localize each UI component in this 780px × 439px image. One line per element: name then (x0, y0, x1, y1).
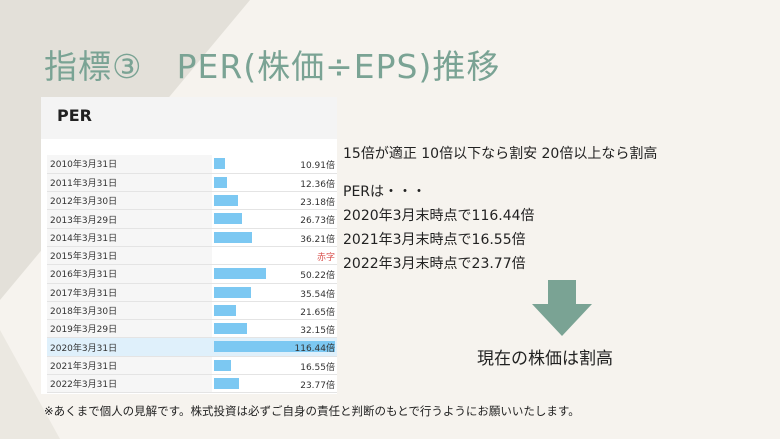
per-table-row: 2019年3月29日 32.15倍 (47, 319, 337, 339)
per-row-date: 2012年3月30日 (47, 191, 212, 211)
per-row-bar-cell: 21.65倍 (212, 301, 337, 321)
per-row-value: 23.77倍 (300, 381, 335, 392)
per-row-bar-cell: 10.91倍 (212, 155, 337, 174)
per-table-row: 2014年3月31日 36.21倍 (47, 228, 337, 247)
per-point-2021: 2021年3月末時点で16.55倍 (343, 232, 526, 248)
per-table-row: 2022年3月31日 23.77倍 (47, 374, 337, 394)
per-table-row: 2012年3月30日 23.18倍 (47, 191, 337, 211)
per-bar (214, 286, 251, 298)
per-table-row: 2015年3月31日 赤字 (47, 246, 337, 266)
per-bar (214, 176, 227, 188)
per-row-value: 26.73倍 (300, 216, 335, 227)
per-row-date: 2022年3月31日 (47, 374, 212, 394)
per-row-bar-cell: 116.44倍 (212, 337, 337, 357)
per-bar (214, 341, 335, 353)
conclusion-text: 現在の株価は割高 (477, 349, 613, 369)
per-bar (214, 158, 226, 169)
per-bar (214, 195, 239, 207)
per-point-2020: 2020年3月末時点で116.44倍 (343, 208, 535, 224)
per-row-date: 2021年3月31日 (47, 356, 212, 376)
per-row-date: 2014年3月31日 (47, 228, 212, 247)
per-row-bar-cell: 35.54倍 (212, 283, 337, 302)
per-row-date: 2017年3月31日 (47, 283, 212, 302)
per-bar (214, 268, 267, 280)
per-row-bar-cell: 23.18倍 (212, 191, 337, 211)
per-row-date: 2010年3月31日 (47, 155, 212, 174)
slide-title: 指標③ PER(株価÷EPS)推移 (44, 47, 501, 86)
per-bar (214, 323, 248, 335)
per-row-value: 16.55倍 (300, 362, 335, 373)
per-row-bar-cell: 16.55倍 (212, 356, 337, 376)
per-row-value: 21.65倍 (300, 307, 335, 318)
per-point-2022: 2022年3月末時点で23.77倍 (343, 256, 526, 272)
per-row-value: 32.15倍 (300, 326, 335, 337)
per-bar (214, 231, 252, 243)
per-table-row: 2020年3月31日 116.44倍 (47, 337, 337, 357)
per-table-row: 2021年3月31日 16.55倍 (47, 356, 337, 376)
per-row-date: 2011年3月31日 (47, 173, 212, 193)
per-bar (214, 304, 237, 316)
per-bar (214, 359, 232, 371)
down-arrow-icon (532, 280, 592, 336)
per-bar (214, 213, 242, 225)
per-table-row: 2010年3月31日 10.91倍 (47, 155, 337, 174)
per-row-value: 10.91倍 (300, 161, 335, 171)
per-row-value: 50.22倍 (300, 271, 335, 282)
per-table-header: PER (41, 97, 337, 139)
per-row-value: 35.54倍 (300, 289, 335, 300)
per-row-value: 赤字 (316, 252, 335, 263)
per-table-row: 2011年3月31日 12.36倍 (47, 173, 337, 193)
per-row-bar-cell: 赤字 (212, 246, 337, 266)
per-row-date: 2013年3月29日 (47, 209, 212, 229)
per-bar (214, 378, 239, 390)
disclaimer-footnote: ※あくまで個人の見解です。株式投資は必ずご自身の責任と判断のもとで行うようにお願… (44, 404, 580, 418)
per-row-date: 2018年3月30日 (47, 301, 212, 321)
per-table-row: 2016年3月31日 50.22倍 (47, 264, 337, 284)
per-row-date: 2020年3月31日 (47, 337, 212, 357)
per-row-bar-cell: 32.15倍 (212, 319, 337, 339)
per-row-value: 116.44倍 (294, 344, 336, 355)
per-guideline: 15倍が適正 10倍以下なら割安 20倍以上なら割高 (343, 146, 658, 162)
per-table: 2010年3月31日 10.91倍 2011年3月31日 12.36倍 2012年3月3… (47, 155, 337, 394)
per-row-bar-cell: 36.21倍 (212, 228, 337, 247)
per-row-value: 12.36倍 (300, 179, 335, 190)
per-row-date: 2015年3月31日 (47, 246, 212, 266)
per-row-value: 36.21倍 (300, 234, 335, 245)
per-intro: PERは・・・ (343, 184, 427, 200)
per-row-bar-cell: 26.73倍 (212, 209, 337, 229)
per-row-date: 2019年3月29日 (47, 319, 212, 339)
per-table-row: 2018年3月30日 21.65倍 (47, 301, 337, 321)
per-table-row: 2013年3月29日 26.73倍 (47, 209, 337, 229)
per-row-bar-cell: 12.36倍 (212, 173, 337, 193)
per-table-row: 2017年3月31日 35.54倍 (47, 283, 337, 302)
per-row-bar-cell: 50.22倍 (212, 264, 337, 284)
per-row-value: 23.18倍 (300, 198, 335, 209)
per-table-heading: PER (57, 106, 92, 125)
per-row-date: 2016年3月31日 (47, 264, 212, 284)
per-row-bar-cell: 23.77倍 (212, 374, 337, 394)
per-table-panel: PER 2010年3月31日 10.91倍 2011年3月31日 12.36倍 2012… (41, 97, 337, 394)
